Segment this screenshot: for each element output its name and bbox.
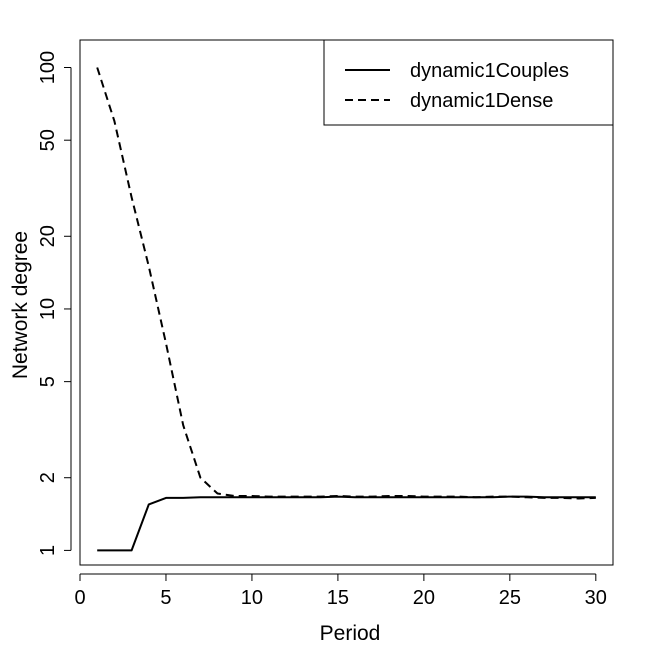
series-line-dynamic1Dense	[96, 67, 596, 500]
legend: dynamic1Couples dynamic1Dense	[323, 39, 614, 126]
y-tick-label: 20	[37, 225, 59, 247]
plot-marks	[96, 67, 596, 552]
legend-box	[323, 39, 614, 126]
y-tick-label: 100	[37, 51, 59, 84]
x-tick-label: 10	[241, 587, 263, 609]
x-tick-label: 15	[327, 587, 349, 609]
x-tick-label: 0	[74, 587, 85, 609]
legend-label: dynamic1Couples	[410, 60, 569, 82]
x-tick-label: 30	[585, 587, 607, 609]
legend-label: dynamic1Dense	[410, 90, 553, 112]
y-axis-title: Network degree	[9, 231, 32, 379]
y-tick-label: 1	[37, 545, 59, 556]
y-tick-label: 10	[37, 298, 59, 320]
y-axis: 1 2 5 10 20 50 100	[37, 51, 72, 556]
y-tick-label: 2	[37, 472, 59, 483]
x-axis: 0 5 10 15 20 25 30	[74, 573, 607, 609]
x-axis-title: Period	[320, 622, 381, 645]
y-tick-label: 50	[37, 129, 59, 151]
x-tick-label: 25	[499, 587, 521, 609]
x-tick-label: 5	[160, 587, 171, 609]
x-tick-label: 20	[413, 587, 435, 609]
y-tick-label: 5	[37, 376, 59, 387]
